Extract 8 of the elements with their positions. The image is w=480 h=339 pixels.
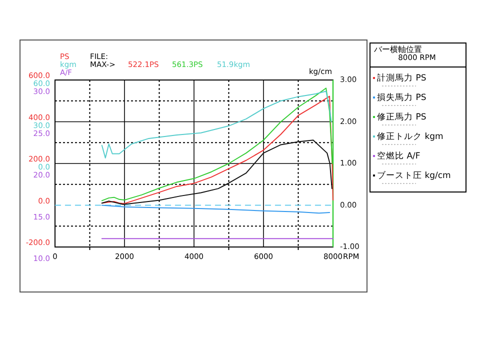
legend-label: 計測馬力 PS	[377, 72, 426, 84]
legend-label: ブースト圧 kg/cm	[377, 170, 451, 181]
legend-title: バー横軸位置	[373, 45, 422, 54]
legend-label: 損失馬力 PS	[377, 92, 426, 103]
legend-label: 修正馬力 PS	[377, 111, 426, 122]
legend-label: 修正トルク kgm	[377, 130, 444, 142]
legend-label: 空燃比 A/F	[377, 150, 420, 162]
line-series	[101, 140, 332, 205]
